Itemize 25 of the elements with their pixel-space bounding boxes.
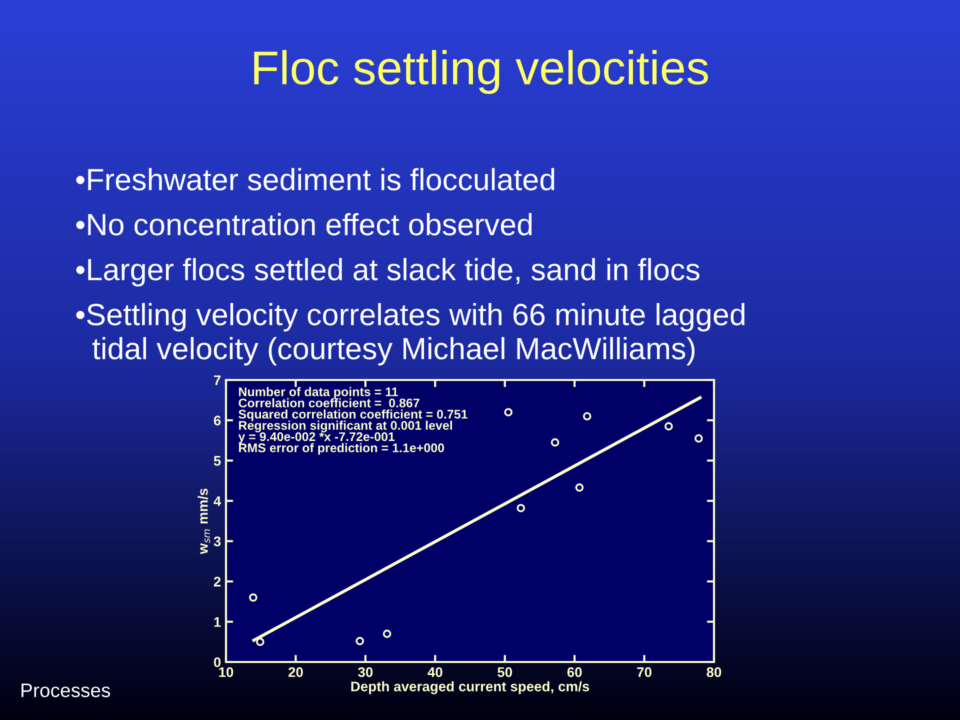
x-tick-label: 40 (428, 667, 442, 678)
y-tick-label: 3 (214, 536, 221, 546)
x-tick-label: 60 (567, 667, 582, 678)
x-axis-title: Depth averaged current speed, cm/s (351, 681, 590, 694)
y-tick-label: 1 (214, 617, 221, 627)
text: •Freshwater sediment is flocculated (76, 168, 554, 190)
y-tick-label: 0 (214, 657, 221, 668)
y-tick-label: 2 (214, 576, 221, 586)
x-tick-label: 10 (219, 667, 234, 678)
text: •Larger flocs settled at slack tide, sand in flocs (76, 258, 700, 286)
text: Processes (22, 684, 110, 698)
y-tick-label: 7 (214, 375, 221, 386)
chart-title: Floc settling velocities (254, 50, 708, 94)
text: •Settling velocity correlates with 66 minute lagged tidal velocity (courtesy Michael MacWilliams) (76, 303, 744, 366)
y-tick-label: 6 (214, 416, 221, 426)
x-tick-label: 70 (637, 667, 652, 678)
x-tick-label: 80 (706, 667, 722, 678)
y-tick-label: 5 (214, 456, 221, 466)
y-tick-label: 4 (214, 496, 222, 506)
x-tick-label: 20 (288, 667, 303, 678)
y-axis-title: w$_{sm}$ mm/s (198, 488, 210, 554)
text: •No concentration effect observed (76, 213, 532, 236)
x-tick-label: 50 (498, 667, 512, 678)
x-tick-label: 30 (358, 667, 373, 678)
annotation: Number of data points = 11 Correlation coefficient = 0.867 Squared correlation coefficient = 0.751 Regression significant at 0.001 level y = 9.40e-002 *x -7.72e-001 RMS error of prediction = 1.1e+000 (238, 387, 468, 455)
